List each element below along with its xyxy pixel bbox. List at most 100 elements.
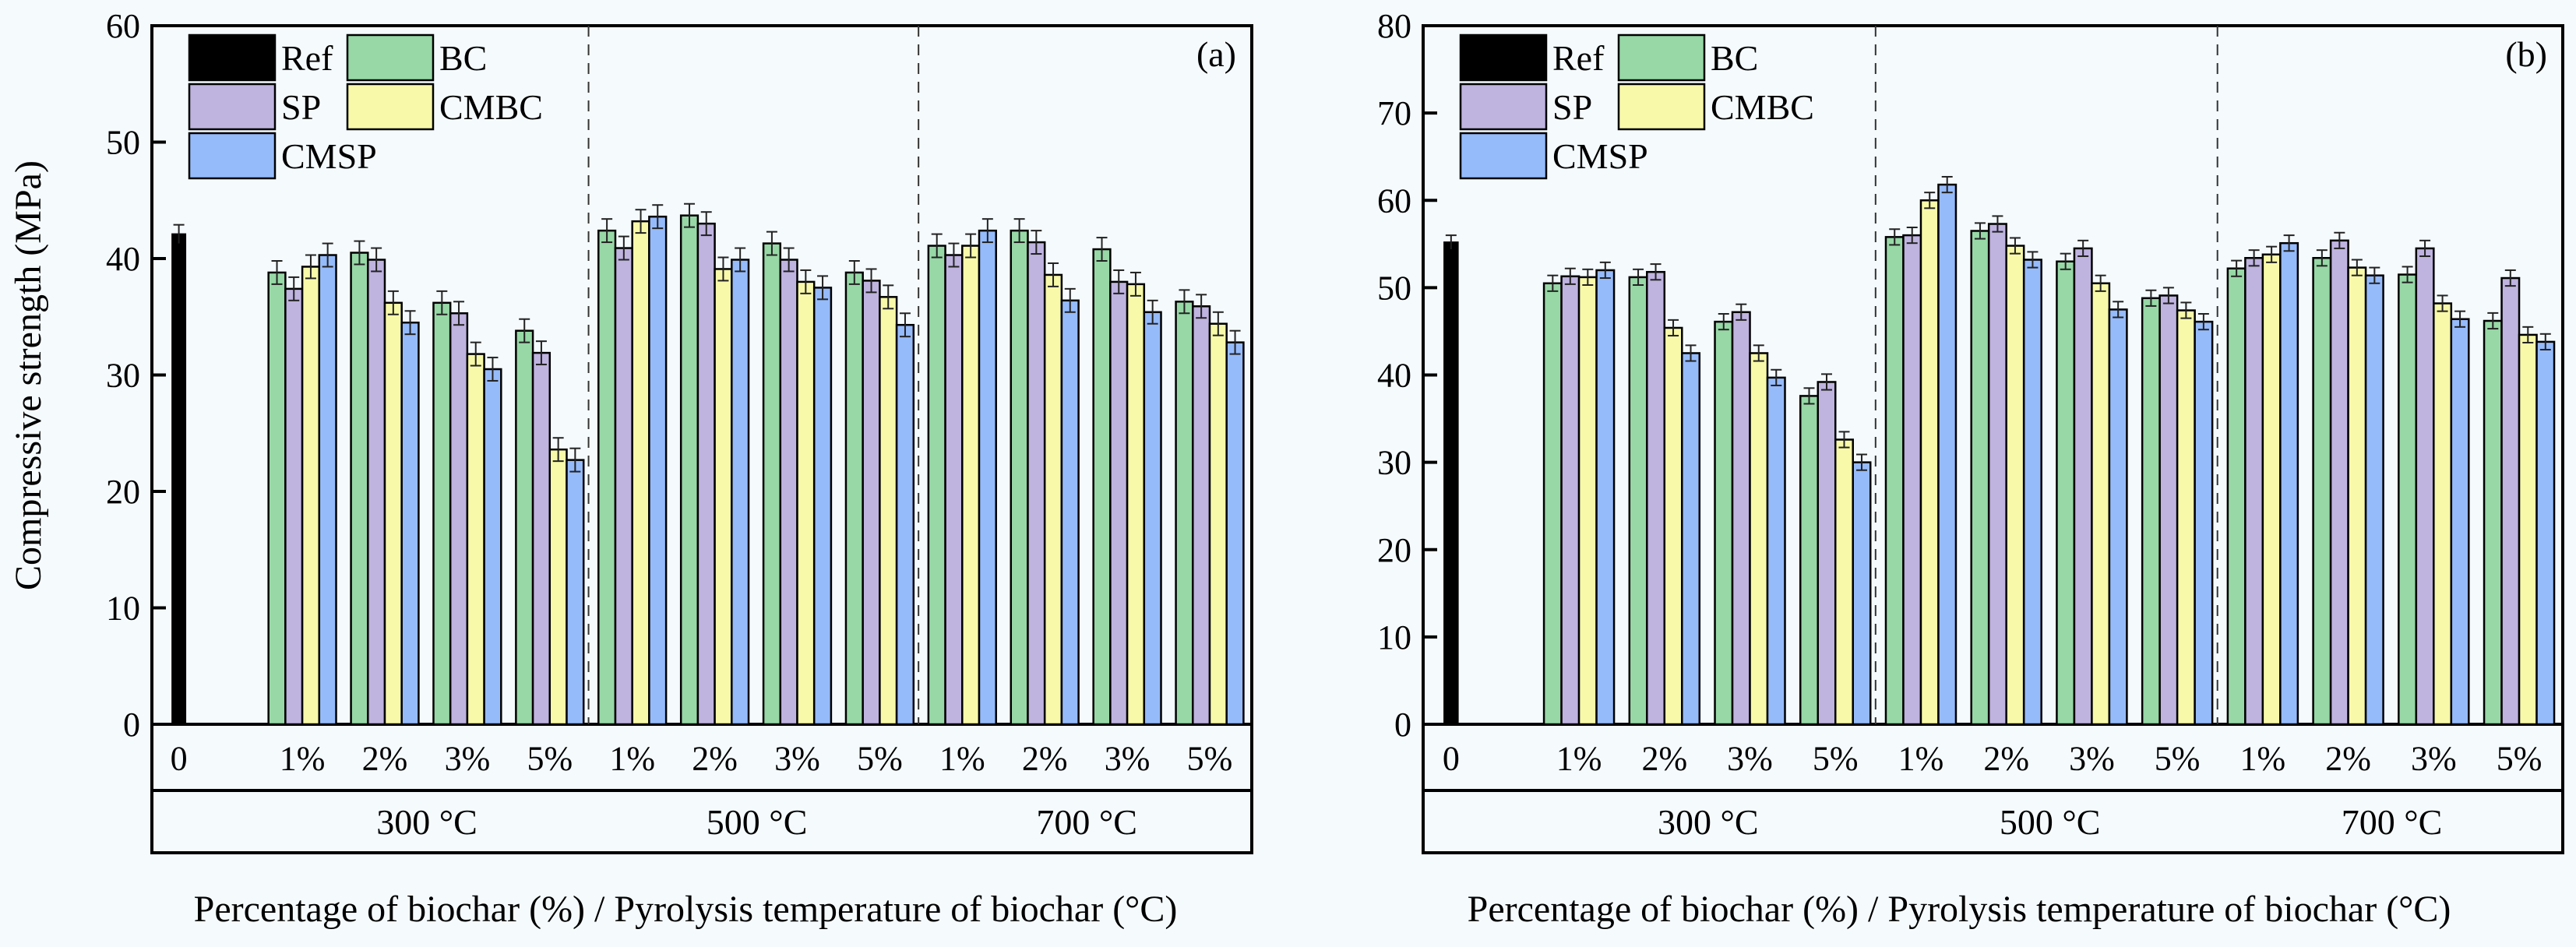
- legend-swatch-sp: [1459, 83, 1548, 131]
- y-tick-label: 0: [1394, 706, 1411, 744]
- bar-bc-500c-1pct: [597, 229, 617, 726]
- x-tick-label-percentage: 2%: [1641, 740, 1687, 778]
- bar-bc-700c-5pct: [1175, 301, 1194, 726]
- bar-bc-500c-5pct: [2141, 297, 2161, 726]
- y-tick-label: 60: [1377, 181, 1411, 220]
- y-tick-label: 30: [106, 357, 140, 395]
- temperature-group-label: 500 °C: [707, 802, 808, 842]
- x-tick-label-percentage: 1%: [939, 740, 985, 778]
- bar-sp-700c-1pct: [2244, 257, 2264, 726]
- legend-label-cmsp: CMSP: [1552, 136, 1648, 176]
- x-axis-label-panel-b: Percentage of biochar (%) / Pyrolysis te…: [1468, 889, 2451, 930]
- legend-label-cmsp: CMSP: [281, 136, 377, 176]
- bar-cmsp-700c-2pct: [1060, 299, 1080, 726]
- x-tick-label-percentage: 5%: [1187, 740, 1233, 778]
- bar-bc-300c-2pct: [1628, 276, 1648, 726]
- x-tick-label-percentage: 1%: [609, 740, 655, 778]
- y-tick-label: 10: [1377, 618, 1411, 657]
- x-tick-label-percentage: 5%: [2497, 740, 2543, 778]
- y-tick-label: 40: [1377, 357, 1411, 395]
- bar-sp-500c-1pct: [1902, 234, 1922, 726]
- bar-bc-700c-2pct: [1010, 229, 1029, 726]
- bar-cmsp-300c-2pct: [400, 321, 420, 726]
- y-tick-label: 20: [1377, 531, 1411, 569]
- bar-cmsp-300c-3pct: [483, 368, 502, 726]
- bar-bc-300c-3pct: [432, 301, 452, 726]
- bar-sp-700c-3pct: [2415, 247, 2435, 726]
- x-axis-label-panel-a: Percentage of biochar (%) / Pyrolysis te…: [194, 889, 1178, 930]
- x-tick-label-percentage: 5%: [857, 740, 903, 778]
- y-tick-label: 10: [106, 590, 140, 628]
- bar-cmsp-300c-1pct: [1595, 269, 1616, 726]
- x-tick-label-ref: 0: [171, 740, 188, 778]
- y-axis-label: Compressive strength (MPa): [8, 160, 49, 590]
- temperature-group-label: 300 °C: [1658, 802, 1759, 842]
- bar-bc-500c-1pct: [1884, 236, 1905, 726]
- bar-bc-700c-3pct: [2398, 273, 2418, 726]
- bar-bc-300c-5pct: [515, 329, 534, 726]
- bar-cmsp-500c-1pct: [1937, 183, 1958, 726]
- bar-bc-700c-3pct: [1092, 248, 1112, 726]
- bar-cmsp-700c-1pct: [978, 229, 997, 726]
- bar-bc-700c-1pct: [2226, 267, 2247, 726]
- legend-swatch-bc: [346, 33, 435, 82]
- legend-label-cmbc: CMBC: [439, 87, 543, 127]
- bar-cmbc-300c-3pct: [1749, 352, 1769, 726]
- bar-cmbc-700c-1pct: [2261, 253, 2282, 726]
- bar-sp-300c-2pct: [1646, 270, 1666, 726]
- bar-bc-700c-2pct: [2312, 257, 2332, 726]
- temperature-group-label: 300 °C: [376, 802, 477, 842]
- bar-bc-300c-5pct: [1799, 395, 1819, 726]
- x-tick-label-percentage: 1%: [280, 740, 326, 778]
- legend-label-ref: Ref: [281, 38, 333, 78]
- y-tick-label: 40: [106, 240, 140, 278]
- bar-cmbc-300c-3pct: [466, 353, 485, 726]
- bar-cmsp-500c-5pct: [2194, 320, 2214, 726]
- legend-swatch-cmsp: [188, 132, 277, 180]
- x-tick-label-percentage: 5%: [2155, 740, 2201, 778]
- y-tick-label: 50: [1377, 269, 1411, 307]
- temperature-group-label: 700 °C: [1036, 802, 1137, 842]
- bar-cmsp-500c-5pct: [895, 323, 915, 726]
- legend-label-ref: Ref: [1552, 38, 1605, 78]
- temperature-group-label: 500 °C: [2000, 802, 2101, 842]
- bar-cmsp-700c-3pct: [1143, 311, 1162, 726]
- bar-cmbc-500c-1pct: [1919, 199, 1940, 726]
- bar-bc-500c-3pct: [762, 242, 782, 726]
- bar-bc-300c-1pct: [267, 271, 287, 726]
- bar-bc-300c-2pct: [350, 252, 369, 726]
- legend-label-bc: BC: [1711, 38, 1758, 78]
- bar-cmsp-700c-1pct: [2279, 241, 2299, 726]
- panel-label: (a): [1196, 34, 1236, 74]
- bar-cmsp-500c-3pct: [2108, 308, 2128, 726]
- y-tick-label: 70: [1377, 94, 1411, 132]
- bar-cmsp-300c-5pct: [1852, 461, 1872, 726]
- bar-cmsp-500c-1pct: [648, 215, 668, 726]
- bar-cmbc-500c-1pct: [631, 220, 650, 726]
- bar-bc-500c-2pct: [1970, 230, 1990, 726]
- plot-frame: [150, 24, 1253, 854]
- bar-cmbc-500c-3pct: [796, 280, 816, 726]
- bar-sp-500c-5pct: [2158, 294, 2179, 726]
- bar-cmbc-500c-2pct: [714, 268, 733, 726]
- bar-cmbc-300c-2pct: [1663, 326, 1683, 726]
- bar-cmbc-700c-2pct: [2347, 266, 2367, 726]
- legend-label-sp: SP: [281, 87, 321, 127]
- bar-sp-500c-3pct: [779, 259, 798, 726]
- x-tick-label-ref: 0: [1443, 740, 1460, 778]
- bar-cmsp-300c-5pct: [566, 459, 585, 726]
- bar-cmbc-700c-3pct: [2433, 302, 2453, 726]
- bar-sp-700c-3pct: [1109, 280, 1129, 726]
- bar-ref: [1443, 241, 1459, 725]
- y-tick-label: 60: [106, 7, 140, 45]
- bar-sp-500c-2pct: [1987, 223, 2007, 726]
- bar-cmbc-300c-1pct: [1577, 276, 1598, 726]
- bar-sp-300c-1pct: [284, 287, 304, 726]
- bar-cmsp-500c-3pct: [812, 287, 833, 726]
- plot-frame: [1422, 24, 2564, 854]
- bar-sp-300c-5pct: [531, 351, 551, 726]
- bar-sp-700c-5pct: [2500, 276, 2521, 726]
- y-tick-label: 50: [106, 124, 140, 162]
- temperature-group-label: 700 °C: [2342, 802, 2443, 842]
